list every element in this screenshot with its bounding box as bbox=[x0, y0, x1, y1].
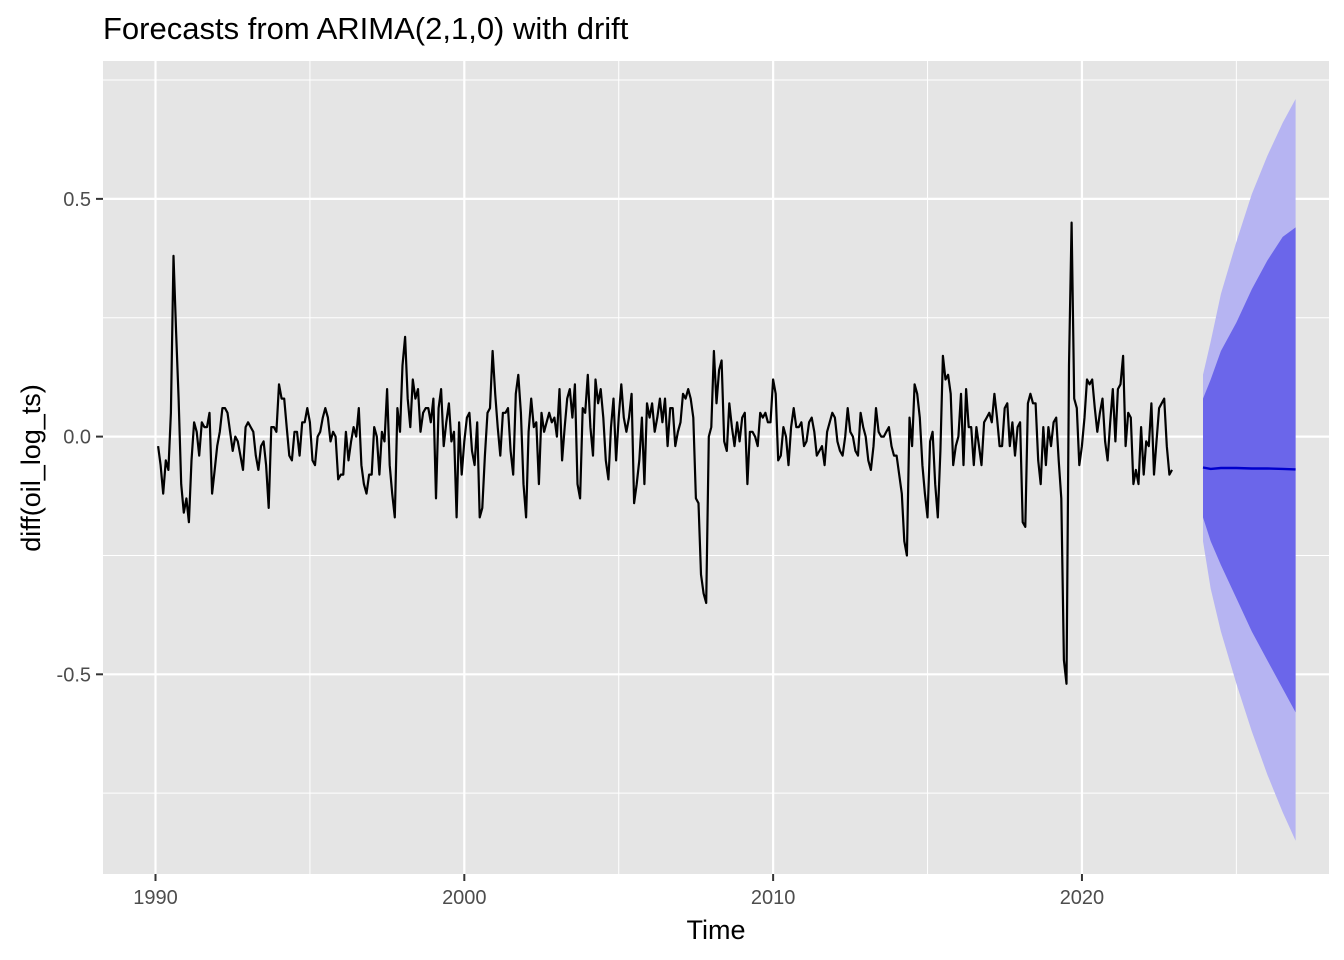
plot-panel bbox=[103, 61, 1329, 874]
y-tick-label: 0.5 bbox=[63, 189, 91, 211]
forecast-layer bbox=[1202, 99, 1296, 841]
x-tick-label: 2020 bbox=[1060, 887, 1105, 909]
x-axis-title: Time bbox=[687, 915, 746, 945]
x-tick-label: 2010 bbox=[751, 887, 796, 909]
y-tick-label: 0.0 bbox=[63, 427, 91, 449]
y-axis: -0.5 0.0 0.5 bbox=[57, 189, 103, 686]
prediction-interval-80-band bbox=[1203, 227, 1296, 713]
chart-title: Forecasts from ARIMA(2,1,0) with drift bbox=[103, 11, 629, 46]
y-tick-label: -0.5 bbox=[57, 664, 91, 686]
series-line bbox=[157, 221, 1173, 685]
x-tick-label: 1990 bbox=[133, 887, 178, 909]
y-axis-title: diff(oil_log_ts) bbox=[16, 384, 46, 552]
x-tick-label: 2000 bbox=[442, 887, 487, 909]
minor-gridlines bbox=[103, 61, 1329, 874]
x-axis: 1990 2000 2010 2020 bbox=[133, 874, 1104, 909]
major-gridlines bbox=[103, 61, 1329, 874]
forecast-mean-line bbox=[1202, 466, 1296, 471]
